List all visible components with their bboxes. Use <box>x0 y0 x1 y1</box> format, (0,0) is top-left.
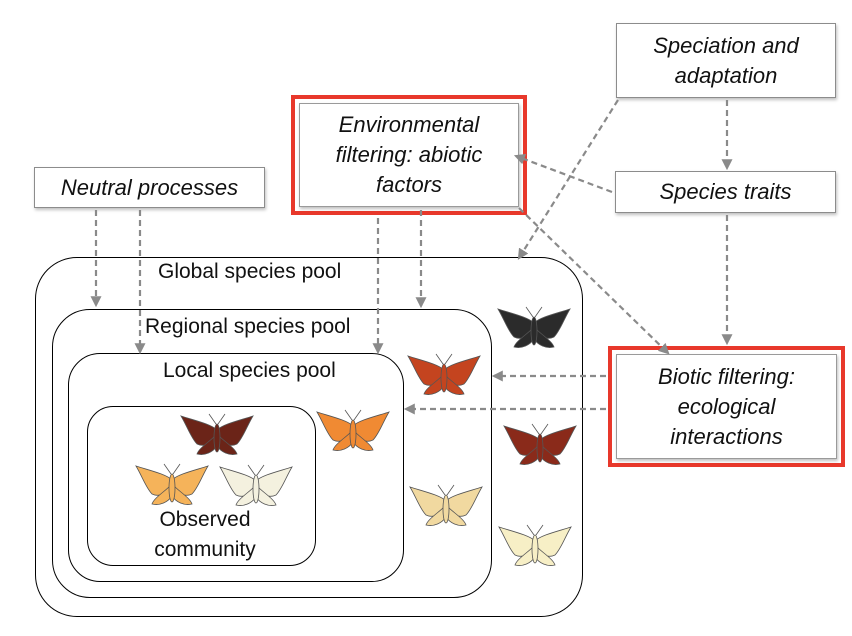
neutral-processes-box: Neutral processes <box>34 167 265 208</box>
observed-community-label: Observed community <box>154 508 256 561</box>
speciation-label: Speciation and adaptation <box>653 32 799 88</box>
species-traits-box: Species traits <box>615 171 836 213</box>
moth-pale-yellow <box>409 484 483 526</box>
environmental-filtering-label: Environmental filtering: abiotic factors <box>335 112 483 197</box>
species-traits-label: Species traits <box>659 179 792 204</box>
moth-rust <box>407 353 481 395</box>
neutral-processes-label: Neutral processes <box>60 174 239 200</box>
moth-cream-observed <box>219 464 293 506</box>
moth-black <box>497 306 571 348</box>
arrow-env-to-biotic <box>518 207 670 355</box>
biotic-filtering-box: Biotic filtering: ecological interaction… <box>608 346 845 467</box>
local-species-pool <box>68 353 404 582</box>
moth-cream-right <box>498 524 572 566</box>
moth-light-orange-observed <box>135 463 209 505</box>
global-species-pool-label: Global species pool <box>158 260 342 283</box>
global-species-pool <box>35 257 583 617</box>
regional-species-pool-label: Regional species pool <box>145 315 351 338</box>
speciation-box: Speciation and adaptation <box>616 23 836 98</box>
local-species-pool-label: Local species pool <box>163 359 336 382</box>
biotic-filtering-label: Biotic filtering: ecological interaction… <box>658 363 795 449</box>
regional-species-pool <box>52 309 492 598</box>
moth-dark-brown-right <box>503 423 577 465</box>
environmental-filtering-box: Environmental filtering: abiotic factors <box>291 95 527 215</box>
arrow-speciation-to-global <box>517 99 619 260</box>
moth-orange <box>316 409 390 451</box>
moth-dark-brown-observed <box>180 413 254 455</box>
observed-community-pool <box>87 406 316 566</box>
arrow-traits-to-env <box>513 153 613 194</box>
